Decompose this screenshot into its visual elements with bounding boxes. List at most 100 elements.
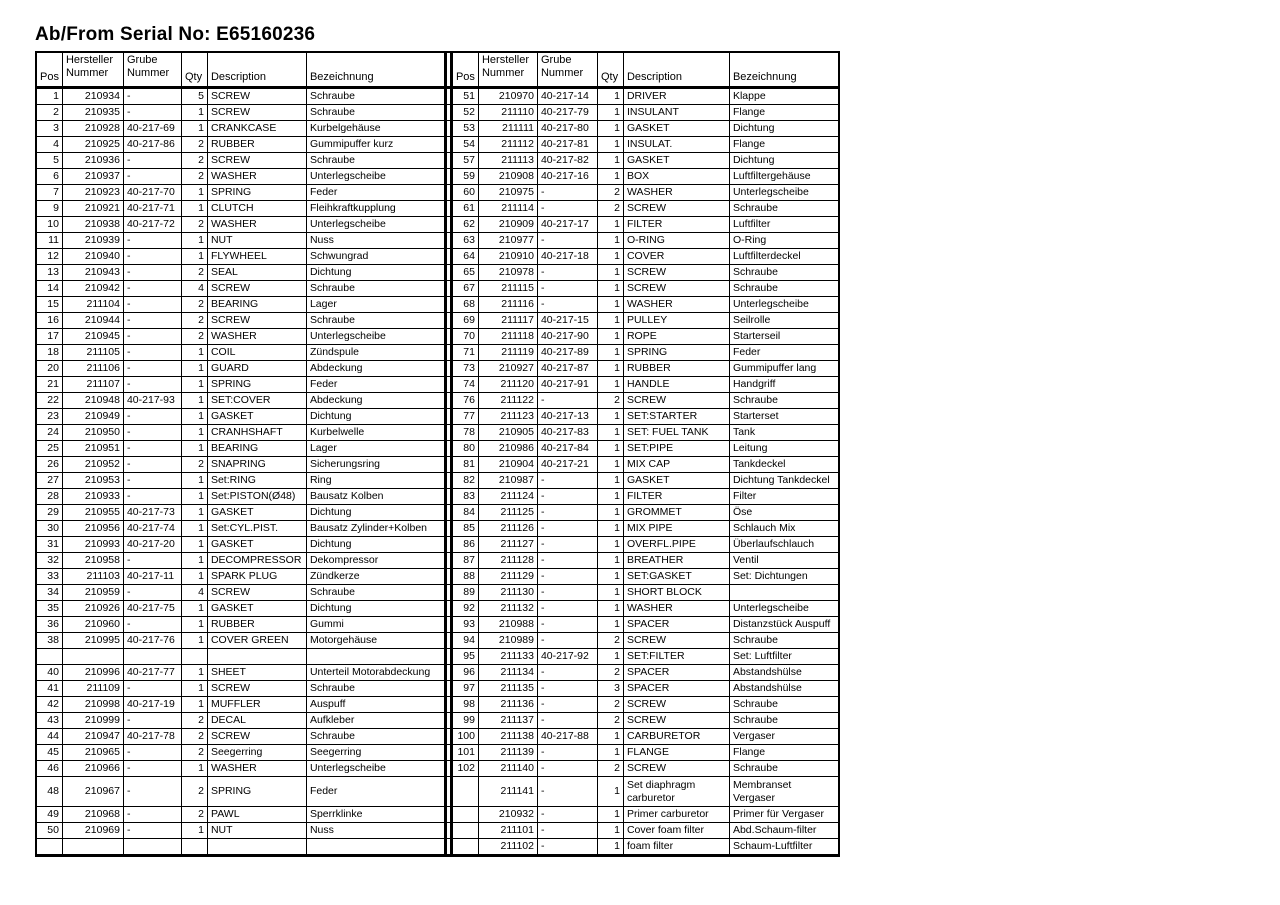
cell-qty-right: 2 bbox=[596, 760, 624, 777]
cell-pos-right: 86 bbox=[450, 536, 479, 553]
cell-pos-left: 5 bbox=[35, 152, 63, 169]
table-row: 3 210928 40-217-69 1 CRANKCASE Kurbelgehäuse 5… bbox=[35, 120, 840, 137]
cell-qty-right: 2 bbox=[596, 712, 624, 729]
cell-description-right: DRIVER bbox=[622, 87, 730, 105]
cell-qty-left: 1 bbox=[180, 822, 208, 839]
cell-bezeichnung-right: Überlaufschlauch bbox=[728, 536, 840, 553]
table-row: 11 210939-1 NUT Nuss 63 210977-1 O-RING O-Ring bbox=[35, 232, 840, 249]
table-row: 15 211104-2 BEARING Lager 68 211116-1 WASHER Un… bbox=[35, 296, 840, 313]
cell-pos-right: 102 bbox=[450, 760, 479, 777]
cell-description-right: SET:STARTER bbox=[622, 408, 730, 425]
cell-qty-left: 1 bbox=[180, 664, 208, 681]
cell-hersteller-nummer-right: 211102 bbox=[477, 838, 538, 856]
table-row: 2 210935-1 SCREW Schraube 52 211110 40-217-79 1… bbox=[35, 104, 840, 121]
cell-grube-nummer-right: 40-217-92 bbox=[536, 648, 598, 665]
header-bezeichnung-left: Bezeichnung bbox=[305, 51, 446, 89]
cell-grube-nummer-left: - bbox=[122, 806, 182, 823]
cell-grube-nummer-right: 40-217-91 bbox=[536, 376, 598, 393]
cell-hersteller-nummer-right: 211130 bbox=[477, 584, 538, 601]
cell-bezeichnung-right: Unterlegscheibe bbox=[728, 296, 840, 313]
cell-qty-left: 2 bbox=[180, 152, 208, 169]
cell-bezeichnung-right: Schraube bbox=[728, 264, 840, 281]
cell-description-right: GROMMET bbox=[622, 504, 730, 521]
cell-qty-left: 1 bbox=[180, 184, 208, 201]
cell-pos-right: 89 bbox=[450, 584, 479, 601]
cell-pos-right: 92 bbox=[450, 600, 479, 617]
cell-bezeichnung-right: Filter bbox=[728, 488, 840, 505]
cell-bezeichnung-right: Set: Luftfilter bbox=[728, 648, 840, 665]
cell-qty-left: 1 bbox=[180, 536, 208, 553]
cell-bezeichnung-left: Feder bbox=[305, 376, 446, 393]
cell-bezeichnung-right: Schaum-Luftfilter bbox=[728, 838, 840, 856]
cell-pos-left: 48 bbox=[35, 776, 63, 807]
cell-grube-nummer-left: 40-217-77 bbox=[122, 664, 182, 681]
cell-qty-right: 1 bbox=[596, 168, 624, 185]
table-row: 36 210960-1 RUBBER Gummi 93 210988-1 SPACER Dis… bbox=[35, 616, 840, 633]
cell-qty-right: 1 bbox=[596, 648, 624, 665]
cell-pos-left: 30 bbox=[35, 520, 63, 537]
cell-hersteller-nummer-left: 210993 bbox=[61, 536, 124, 553]
cell-qty-left: 1 bbox=[180, 424, 208, 441]
cell-hersteller-nummer-left: 210996 bbox=[61, 664, 124, 681]
cell-hersteller-nummer-left: 210998 bbox=[61, 696, 124, 713]
cell-pos-left: 14 bbox=[35, 280, 63, 297]
cell-qty-right: 1 bbox=[596, 296, 624, 313]
cell-hersteller-nummer-right: 211133 bbox=[477, 648, 538, 665]
cell-description-left: WASHER bbox=[206, 760, 307, 777]
cell-bezeichnung-right: Schraube bbox=[728, 632, 840, 649]
cell-description-left: SCREW bbox=[206, 280, 307, 297]
cell-grube-nummer-right: - bbox=[536, 632, 598, 649]
header-grube-nummer-left: Grube Nummer bbox=[122, 51, 182, 89]
cell-description-right: SPACER bbox=[622, 680, 730, 697]
cell-pos-right: 101 bbox=[450, 744, 479, 761]
table-row: 45 210965-2 Seegerring Seegerring 101 211139-… bbox=[35, 744, 840, 761]
cell-hersteller-nummer-right: 211114 bbox=[477, 200, 538, 217]
cell-grube-nummer-left: - bbox=[122, 456, 182, 473]
cell-hersteller-nummer-right: 210970 bbox=[477, 87, 538, 105]
cell-grube-nummer-left bbox=[122, 648, 182, 665]
cell-grube-nummer-right: - bbox=[536, 472, 598, 489]
cell-description-left: SEAL bbox=[206, 264, 307, 281]
cell-description-right: HANDLE bbox=[622, 376, 730, 393]
cell-qty-right: 1 bbox=[596, 728, 624, 745]
cell-grube-nummer-left: - bbox=[122, 472, 182, 489]
cell-description-right: Cover foam filter bbox=[622, 822, 730, 839]
cell-hersteller-nummer-left: 210950 bbox=[61, 424, 124, 441]
header-pos-right: Pos bbox=[450, 51, 479, 89]
cell-bezeichnung-right: Seilrolle bbox=[728, 312, 840, 329]
cell-hersteller-nummer-left: 211105 bbox=[61, 344, 124, 361]
cell-grube-nummer-right: 40-217-79 bbox=[536, 104, 598, 121]
cell-bezeichnung-right: Dichtung Tankdeckel bbox=[728, 472, 840, 489]
cell-description-right: INSULAT. bbox=[622, 136, 730, 153]
cell-hersteller-nummer-left: 210921 bbox=[61, 200, 124, 217]
cell-pos-left: 16 bbox=[35, 312, 63, 329]
cell-description-left: MUFFLER bbox=[206, 696, 307, 713]
cell-qty-left: 2 bbox=[180, 806, 208, 823]
cell-hersteller-nummer-right: 211139 bbox=[477, 744, 538, 761]
cell-bezeichnung-left: Kurbelwelle bbox=[305, 424, 446, 441]
cell-pos-left: 38 bbox=[35, 632, 63, 649]
cell-pos-right: 98 bbox=[450, 696, 479, 713]
cell-grube-nummer-right: - bbox=[536, 806, 598, 823]
cell-hersteller-nummer-left: 210926 bbox=[61, 600, 124, 617]
cell-pos-left: 28 bbox=[35, 488, 63, 505]
table-row: 29 210955 40-217-73 1 GASKET Dichtung 84 211125… bbox=[35, 504, 840, 521]
cell-description-left: BEARING bbox=[206, 296, 307, 313]
cell-grube-nummer-right: - bbox=[536, 744, 598, 761]
header-bezeichnung-right: Bezeichnung bbox=[728, 51, 840, 89]
cell-bezeichnung-right: Handgriff bbox=[728, 376, 840, 393]
cell-grube-nummer-left: 40-217-74 bbox=[122, 520, 182, 537]
cell-qty-left: 1 bbox=[180, 392, 208, 409]
cell-description-right: SPRING bbox=[622, 344, 730, 361]
cell-grube-nummer-left: - bbox=[122, 376, 182, 393]
cell-grube-nummer-left: - bbox=[122, 408, 182, 425]
cell-bezeichnung-left: Dekompressor bbox=[305, 552, 446, 569]
header-description-right: Description bbox=[622, 51, 730, 89]
cell-grube-nummer-left: - bbox=[122, 280, 182, 297]
table-row: 28 210933-1 Set:PISTON(Ø48) Bausatz Kolben 8… bbox=[35, 488, 840, 505]
cell-pos-left: 42 bbox=[35, 696, 63, 713]
cell-qty-right: 3 bbox=[596, 680, 624, 697]
cell-bezeichnung-left: Kurbelgehäuse bbox=[305, 120, 446, 137]
cell-bezeichnung-right: Membranset Vergaser bbox=[728, 776, 840, 807]
cell-bezeichnung-left: Abdeckung bbox=[305, 360, 446, 377]
